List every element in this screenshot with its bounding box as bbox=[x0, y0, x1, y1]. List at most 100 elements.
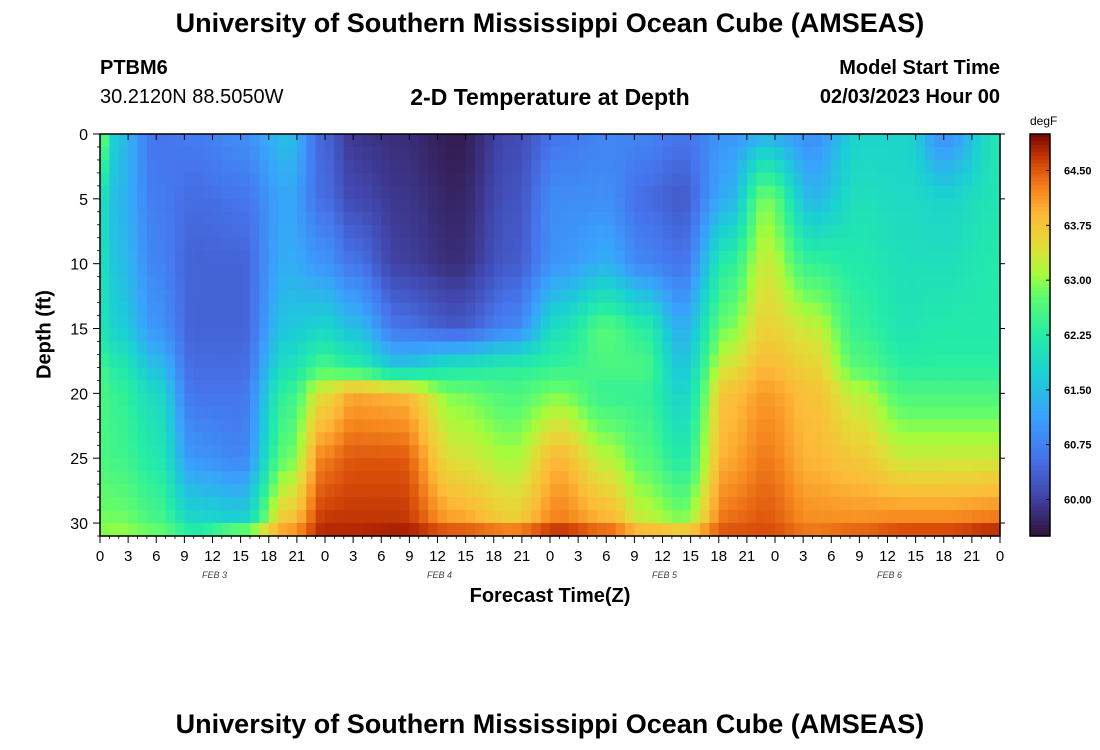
heatmap-cell bbox=[737, 146, 748, 161]
heatmap-cell bbox=[175, 341, 185, 356]
heatmap-cell bbox=[146, 134, 157, 148]
heatmap-cell bbox=[118, 263, 129, 278]
heatmap-cell bbox=[362, 497, 373, 511]
heatmap-cell bbox=[381, 328, 392, 343]
heatmap-cell bbox=[784, 198, 795, 213]
heatmap-cell bbox=[981, 159, 992, 174]
heatmap-cell bbox=[962, 367, 973, 381]
heatmap-cell bbox=[634, 289, 645, 304]
heatmap-cell bbox=[859, 328, 870, 343]
heatmap-cell bbox=[878, 224, 889, 239]
heatmap-cell bbox=[568, 445, 579, 459]
heatmap-cell bbox=[475, 484, 485, 498]
heatmap-cell bbox=[737, 159, 748, 174]
heatmap-cell bbox=[212, 237, 223, 252]
heatmap-cell bbox=[700, 458, 710, 472]
heatmap-cell bbox=[437, 328, 448, 343]
heatmap-cell bbox=[793, 211, 804, 226]
heatmap-cell bbox=[390, 159, 401, 174]
heatmap-cell bbox=[550, 380, 560, 394]
heatmap-cell bbox=[409, 250, 420, 265]
heatmap-cell bbox=[400, 159, 410, 174]
colorbar-segment bbox=[1030, 210, 1050, 215]
heatmap-cell bbox=[334, 134, 345, 148]
heatmap-cell bbox=[193, 484, 204, 498]
heatmap-cell bbox=[240, 458, 251, 472]
colorbar-segment bbox=[1030, 166, 1050, 172]
heatmap-cell bbox=[465, 315, 476, 330]
heatmap-cell bbox=[653, 315, 664, 330]
heatmap-cell bbox=[925, 146, 935, 161]
heatmap-cell bbox=[840, 419, 851, 433]
heatmap-cell bbox=[812, 497, 823, 511]
heatmap-cell bbox=[100, 315, 110, 330]
heatmap-cell bbox=[212, 497, 223, 511]
heatmap-cell bbox=[934, 302, 945, 317]
heatmap-cell bbox=[559, 250, 570, 265]
heatmap-cell bbox=[315, 276, 326, 291]
heatmap-cell bbox=[812, 185, 823, 200]
heatmap-cell bbox=[475, 289, 485, 304]
x-tick-label: 15 bbox=[682, 548, 699, 565]
heatmap-cell bbox=[784, 367, 795, 381]
heatmap-cell bbox=[118, 471, 129, 485]
heatmap-cell bbox=[718, 523, 729, 537]
heatmap-cell bbox=[306, 497, 317, 511]
heatmap-cell bbox=[156, 419, 167, 433]
heatmap-cell bbox=[437, 146, 448, 161]
heatmap-cell bbox=[756, 367, 767, 381]
heatmap-cell bbox=[559, 471, 570, 485]
heatmap-cell bbox=[296, 237, 307, 252]
heatmap-cell bbox=[306, 146, 317, 161]
colorbar-segment bbox=[1030, 287, 1050, 292]
date-labels: FEB 3 FEB 4 FEB 5 FEB 6 bbox=[202, 570, 902, 580]
heatmap-cell bbox=[128, 302, 139, 317]
heatmap-cell bbox=[756, 523, 767, 537]
heatmap-cell bbox=[287, 367, 298, 381]
heatmap-cell bbox=[971, 159, 982, 174]
colorbar-segment bbox=[1030, 389, 1050, 395]
heatmap-cell bbox=[456, 250, 467, 265]
heatmap-cell bbox=[446, 224, 457, 239]
heatmap-cell bbox=[456, 237, 467, 252]
heatmap-cell bbox=[100, 406, 110, 420]
heatmap-cell bbox=[737, 445, 748, 459]
heatmap-cell bbox=[221, 458, 232, 472]
heatmap-cell bbox=[765, 146, 776, 161]
heatmap-cell bbox=[531, 419, 542, 433]
heatmap-cell bbox=[709, 198, 720, 213]
heatmap-cell bbox=[840, 497, 851, 511]
heatmap-cell bbox=[587, 224, 598, 239]
heatmap-cell bbox=[540, 406, 551, 420]
heatmap-cell bbox=[250, 328, 260, 343]
heatmap-cell bbox=[559, 432, 570, 446]
heatmap-cell bbox=[643, 185, 654, 200]
heatmap-cell bbox=[287, 302, 298, 317]
heatmap-cell bbox=[990, 172, 1001, 187]
heatmap-cell bbox=[821, 185, 832, 200]
heatmap-cell bbox=[746, 263, 757, 278]
heatmap-cell bbox=[653, 497, 664, 511]
heatmap-cell bbox=[503, 315, 514, 330]
heatmap-cell bbox=[962, 406, 973, 420]
heatmap-cell bbox=[465, 250, 476, 265]
heatmap-cell bbox=[756, 159, 767, 174]
heatmap-cell bbox=[221, 419, 232, 433]
heatmap-cell bbox=[137, 445, 148, 459]
heatmap-cell bbox=[184, 250, 195, 265]
heatmap-cell bbox=[643, 198, 654, 213]
heatmap-cell bbox=[212, 445, 223, 459]
heatmap-cell bbox=[859, 393, 870, 407]
heatmap-cell bbox=[878, 159, 889, 174]
heatmap-cell bbox=[737, 393, 748, 407]
heatmap-cell bbox=[156, 146, 167, 161]
colorbar-segment bbox=[1030, 331, 1050, 336]
heatmap-cell bbox=[156, 172, 167, 187]
heatmap-cell bbox=[643, 497, 654, 511]
heatmap-cell bbox=[353, 523, 364, 537]
heatmap-cell bbox=[109, 471, 120, 485]
heatmap-cell bbox=[587, 406, 598, 420]
heatmap-cell bbox=[756, 328, 767, 343]
heatmap-cell bbox=[259, 523, 270, 537]
